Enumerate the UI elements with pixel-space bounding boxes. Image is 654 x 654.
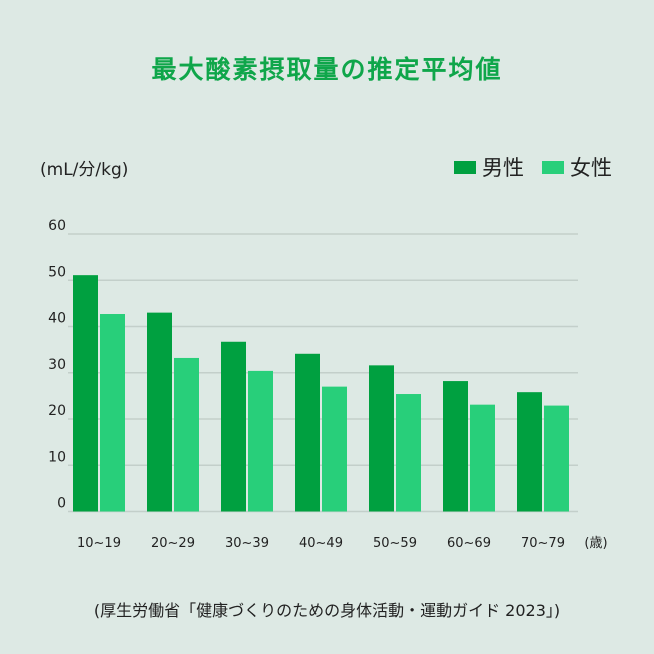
- x-tick-label: 70~79: [521, 536, 565, 551]
- y-axis-label: (mL/分/kg): [40, 160, 129, 180]
- bar-female: [322, 386, 347, 512]
- y-tick-label: 30: [48, 357, 66, 373]
- bar-female: [248, 370, 273, 512]
- y-tick-label: 40: [48, 311, 66, 327]
- bar-male: [517, 392, 542, 512]
- bar-female: [470, 404, 495, 512]
- y-tick-label: 50: [48, 264, 66, 280]
- bar-female: [544, 405, 569, 512]
- y-tick-label: 0: [57, 496, 66, 512]
- bar-female: [174, 357, 199, 512]
- x-axis-label: (歳): [584, 536, 607, 551]
- y-tick-label: 60: [48, 218, 66, 234]
- x-tick-label: 10~19: [77, 536, 121, 551]
- legend-item-female: 女性: [542, 152, 612, 182]
- source-note: (厚生労働省「健康づくりのための身体活動・運動ガイド 2023」): [93, 601, 561, 620]
- chart-title: 最大酸素摂取量の推定平均値: [151, 55, 503, 84]
- legend-label-male: 男性: [482, 156, 524, 180]
- legend-label-female: 女性: [570, 156, 612, 180]
- legend-swatch-male: [454, 160, 476, 174]
- x-tick-label: 40~49: [299, 536, 343, 551]
- legend-item-male: 男性: [454, 152, 524, 182]
- bar-male: [443, 381, 468, 512]
- y-tick-label: 10: [48, 449, 66, 465]
- bar-female: [396, 394, 421, 512]
- bar-female: [100, 314, 125, 512]
- bar-male: [295, 353, 320, 512]
- bar-male: [221, 341, 246, 512]
- bar-male: [147, 312, 172, 512]
- legend: 男性 女性: [454, 152, 612, 182]
- x-tick-label: 20~29: [151, 536, 195, 551]
- legend-swatch-female: [542, 160, 564, 174]
- bar-male: [73, 275, 98, 512]
- y-tick-label: 20: [48, 403, 66, 419]
- x-tick-label: 60~69: [447, 536, 491, 551]
- x-tick-label: 30~39: [225, 536, 269, 551]
- bar-male: [369, 365, 394, 512]
- x-tick-label: 50~59: [373, 536, 417, 551]
